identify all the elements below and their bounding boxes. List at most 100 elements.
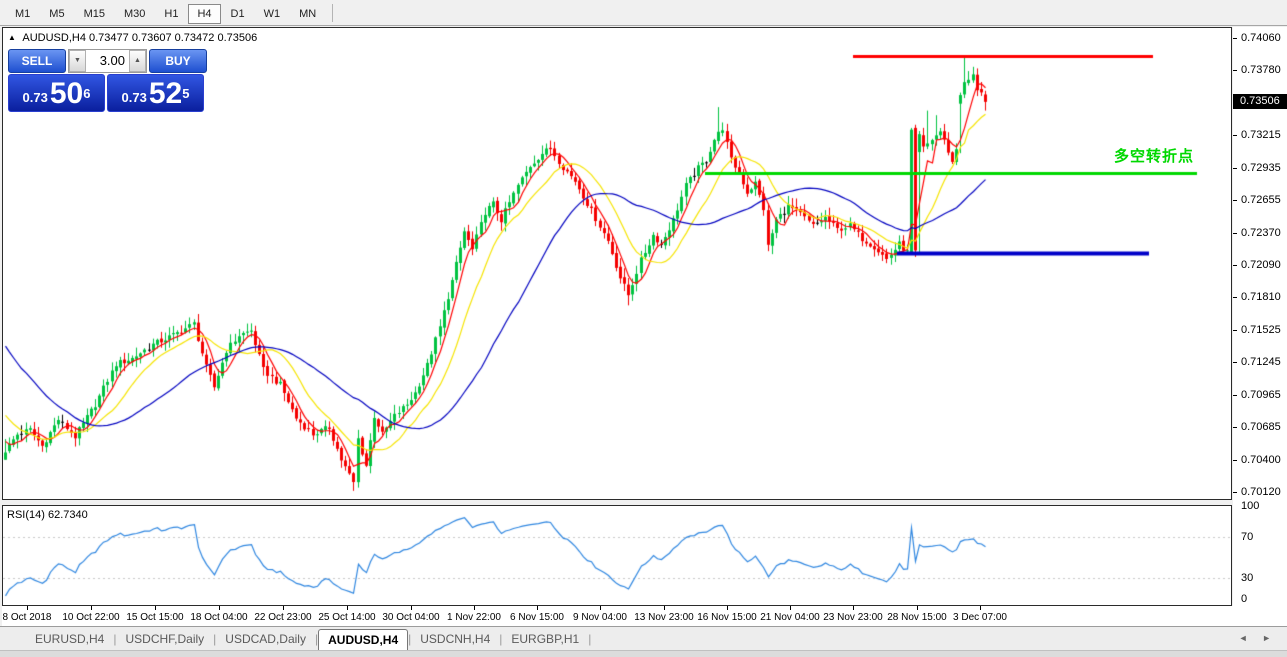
price-tick-label: 0.71525 <box>1241 324 1281 337</box>
timeframe-button[interactable]: MN <box>299 7 317 20</box>
time-tick <box>980 606 981 610</box>
price-tick <box>1233 38 1237 39</box>
timeframe-button[interactable]: H4 <box>188 3 221 24</box>
chart-tab[interactable]: AUDUSD,H4 <box>318 628 409 651</box>
price-tick-label: 0.70685 <box>1241 420 1281 433</box>
time-tick <box>917 606 918 610</box>
time-tick-label: 23 Nov 23:00 <box>823 612 883 623</box>
tab-scroll-arrows[interactable]: ◄ ► <box>1238 633 1277 643</box>
time-axis: 8 Oct 2018 10 Oct 22:00 15 Oct 15:00 18 Oct… <box>2 606 1287 626</box>
time-tick <box>664 606 665 610</box>
collapse-triangle-icon[interactable]: ▲ <box>8 33 16 42</box>
time-tick-label: 3 Dec 07:00 <box>953 612 1007 623</box>
time-tick-label: 25 Oct 14:00 <box>318 612 376 623</box>
lot-size-value[interactable]: 3.00 <box>99 53 125 68</box>
chart-tab[interactable]: EURGBP,H1 <box>511 631 580 646</box>
time-tick <box>283 606 284 610</box>
chart-tab[interactable]: USDCNH,H4 <box>420 631 491 646</box>
chart-title-text: AUDUSD,H4 0.73477 0.73607 0.73472 0.7350… <box>22 32 258 44</box>
bid-prefix: 0.73 <box>22 90 48 105</box>
price-tick-label: 0.71245 <box>1241 356 1281 369</box>
ask-pip-digit: 5 <box>182 86 190 101</box>
time-tick <box>537 606 538 610</box>
current-price-box: 0.73506 <box>1233 94 1287 109</box>
price-tick-label: 0.72655 <box>1241 193 1281 206</box>
price-tick <box>1233 426 1237 428</box>
tab-separator: | <box>213 631 217 646</box>
rsi-tick-label: 0 <box>1241 593 1248 605</box>
time-tick-label: 18 Oct 04:00 <box>190 612 248 623</box>
time-tick-label: 10 Oct 22:00 <box>62 612 120 623</box>
chart-tab[interactable]: USDCHF,Daily <box>125 631 205 646</box>
price-tick <box>1233 330 1237 332</box>
rsi-chart-canvas[interactable] <box>3 506 1231 605</box>
time-tick <box>790 606 791 610</box>
timeframe-button[interactable]: M1 <box>15 7 31 20</box>
rsi-tick-label: 30 <box>1241 572 1254 584</box>
time-tick <box>347 606 348 610</box>
ask-price-panel[interactable]: 0.73 52 5 <box>107 74 204 112</box>
timeframe-button[interactable]: M30 <box>123 7 146 20</box>
price-tick-label: 0.73780 <box>1241 64 1281 77</box>
main-chart-window <box>2 27 1232 500</box>
chart-tab[interactable]: EURUSD,H4 <box>35 631 105 646</box>
price-tick-label: 0.72935 <box>1241 161 1281 174</box>
time-tick <box>411 606 412 610</box>
timeframe-button[interactable]: M5 <box>49 7 65 20</box>
timeframe-toolbar: M1 M5 M15 M30 H1 H4 D1 W1 MN <box>0 0 1287 26</box>
price-tick <box>1233 167 1237 169</box>
timeframe-button[interactable]: M15 <box>83 7 105 20</box>
bid-pip-digit: 6 <box>83 86 91 101</box>
time-tick-label: 6 Nov 15:00 <box>510 612 564 623</box>
price-tick <box>1233 394 1237 396</box>
price-tick <box>1233 135 1237 137</box>
pivot-annotation-text: 多空转折点 <box>1113 148 1194 165</box>
tab-separator: | <box>588 631 592 646</box>
price-tick <box>1233 265 1237 266</box>
sell-button[interactable]: SELL <box>8 49 66 73</box>
time-tick <box>155 606 156 610</box>
time-tick-label: 16 Nov 15:00 <box>697 612 757 623</box>
status-strip <box>0 650 1287 657</box>
time-tick <box>727 606 728 610</box>
timeframe-button[interactable]: D1 <box>230 7 245 20</box>
price-axis: 0.74060 0.73780 0.73215 0.72935 0.72655 0.723… <box>1233 27 1287 626</box>
price-chart-canvas[interactable] <box>3 28 1231 499</box>
price-tick <box>1233 232 1237 234</box>
tab-separator: | <box>499 631 503 646</box>
time-tick-label: 28 Nov 15:00 <box>887 612 947 623</box>
price-tick <box>1233 459 1237 461</box>
price-tick <box>1233 362 1237 364</box>
lot-size-field: ▼ 3.00 ▲ <box>68 49 147 73</box>
time-tick-label: 15 Oct 15:00 <box>126 612 184 623</box>
time-tick <box>600 606 601 610</box>
buy-button[interactable]: BUY <box>149 49 207 73</box>
ask-prefix: 0.73 <box>121 90 147 105</box>
price-tick <box>1233 70 1237 72</box>
bid-price-panel[interactable]: 0.73 50 6 <box>8 74 105 112</box>
rsi-window <box>2 505 1232 606</box>
price-tick-label: 0.70965 <box>1241 388 1281 401</box>
time-tick-label: 30 Oct 04:00 <box>382 612 440 623</box>
tab-separator: | <box>314 631 319 646</box>
price-tick <box>1233 297 1237 299</box>
rsi-tick-label: 70 <box>1241 531 1254 543</box>
price-tick-label: 0.73215 <box>1241 129 1281 142</box>
price-tick-label: 0.72370 <box>1241 226 1281 239</box>
rsi-indicator-label: RSI(14) 62.7340 <box>7 509 88 521</box>
ask-big-digits: 52 <box>148 77 183 110</box>
time-tick <box>219 606 220 610</box>
lot-decrease-button[interactable]: ▼ <box>69 50 86 72</box>
time-tick <box>91 606 92 610</box>
chart-title: ▲ AUDUSD,H4 0.73477 0.73607 0.73472 0.73… <box>8 32 257 44</box>
timeframe-button[interactable]: W1 <box>263 7 281 20</box>
time-tick <box>853 606 854 610</box>
chart-tab[interactable]: USDCAD,Daily <box>225 631 306 646</box>
price-tick-label: 0.70120 <box>1241 486 1281 498</box>
timeframe-button[interactable]: H1 <box>164 7 179 20</box>
price-tick-label: 0.70400 <box>1241 453 1281 466</box>
time-tick-label: 8 Oct 2018 <box>2 612 52 623</box>
one-click-trading-panel: SELL ▼ 3.00 ▲ BUY 0.73 50 6 0.73 52 5 <box>8 49 207 112</box>
time-tick <box>27 606 28 610</box>
lot-increase-button[interactable]: ▲ <box>129 50 146 72</box>
